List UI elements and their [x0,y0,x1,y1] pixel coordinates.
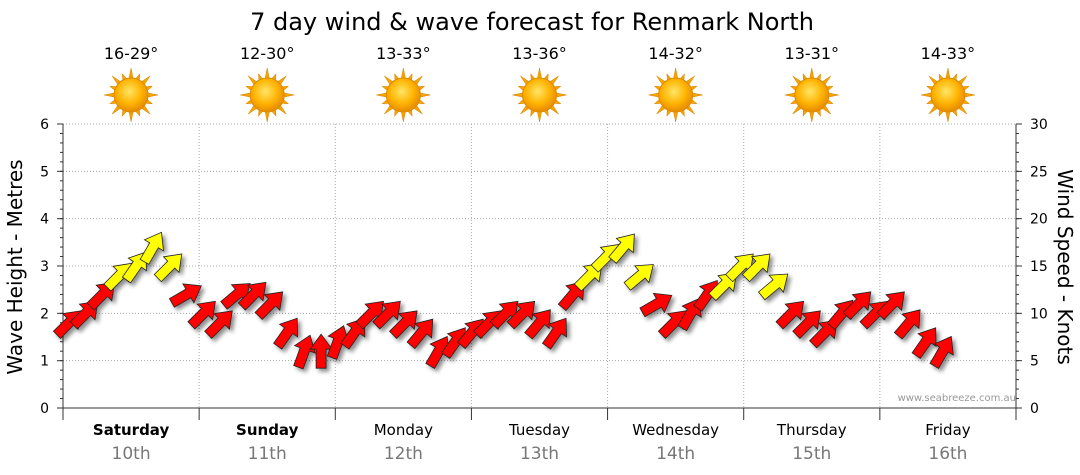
day-temp-range: 14-33° [921,44,976,63]
right-tick-label: 10 [1030,306,1048,322]
day-date-label: 14th [656,444,695,464]
wind-arrow [153,253,183,283]
wind-arrow [639,292,673,318]
day-name-label: Saturday [93,421,170,439]
wind-arrow [139,231,164,265]
wind-arrow [708,272,737,302]
day-name-label: Thursday [776,421,847,439]
wind-arrow [340,317,366,350]
chart-title: 7 day wind & wave forecast for Renmark N… [250,8,814,36]
left-tick-label: 3 [40,259,49,275]
wind-arrow [406,318,434,350]
day-name-label: Monday [374,421,433,439]
day-date-label: 10th [112,444,151,464]
left-tick-label: 4 [40,212,49,228]
watermark: www.seabreeze.com.au [898,393,1016,404]
day-date-label: 15th [792,444,831,464]
wind-arrow [623,264,654,291]
wind-arrow [608,233,635,264]
wind-arrow [237,281,267,311]
wind-arrow [792,310,821,339]
wind-arrow [168,283,202,308]
wind-arrow [273,317,299,350]
wind-arrow [204,310,233,339]
day-name-label: Tuesday [508,421,570,439]
wind-arrow [69,300,99,330]
sun-icon [784,67,839,123]
day-temp-range: 12-30° [240,44,295,63]
left-tick-label: 0 [40,401,49,417]
wind-arrow [775,300,805,330]
wind-arrow [557,280,585,312]
wind-arrow [506,300,536,330]
left-tick-label: 6 [40,117,49,133]
day-date-label: 16th [928,444,967,464]
sun-icon [104,67,159,123]
wind-arrow [388,310,418,339]
day-temp-range: 16-29° [104,44,159,63]
day-date-label: 11th [248,444,287,464]
wind-arrow [254,291,284,320]
left-tick-label: 5 [40,164,49,180]
wind-arrow [876,291,905,320]
right-tick-label: 15 [1030,259,1048,275]
wind-arrow [741,253,771,283]
day-name-label: Sunday [236,421,299,439]
wind-arrow [541,317,567,350]
sun-icon [920,67,975,123]
left-axis-title: Wave Height - Metres [3,159,27,374]
day-temp-range: 14-32° [648,44,703,63]
left-tick-label: 1 [40,354,49,370]
day-name-label: Wednesday [632,421,719,439]
sun-icon [648,67,703,123]
left-tick-label: 2 [40,306,49,322]
wind-arrow [573,262,603,292]
wind-arrow [187,300,216,330]
day-date-label: 12th [384,444,423,464]
day-name-label: Friday [925,421,971,439]
wind-arrow [524,309,551,340]
right-tick-label: 30 [1030,117,1048,133]
wind-arrow [929,335,954,369]
wind-arrow [809,319,838,349]
right-tick-label: 25 [1030,164,1048,180]
wind-arrow [911,327,937,360]
right-tick-label: 20 [1030,212,1048,228]
right-axis-title: Wind Speed - Knots [1053,169,1077,365]
right-tick-label: 0 [1030,401,1039,417]
day-temp-range: 13-33° [376,44,431,63]
wind-arrow [293,334,316,370]
sun-icon [512,67,567,123]
wind-arrow [893,309,921,340]
right-tick-label: 5 [1030,354,1039,370]
wind-arrow [372,300,401,330]
day-temp-range: 13-36° [512,44,567,63]
sun-icon [240,67,295,123]
wind-arrow [842,291,872,320]
wind-arrow [86,281,116,311]
wind-arrow [757,273,789,301]
day-date-label: 13th [520,444,559,464]
sun-icon [376,67,431,123]
day-temp-range: 13-31° [785,44,840,63]
